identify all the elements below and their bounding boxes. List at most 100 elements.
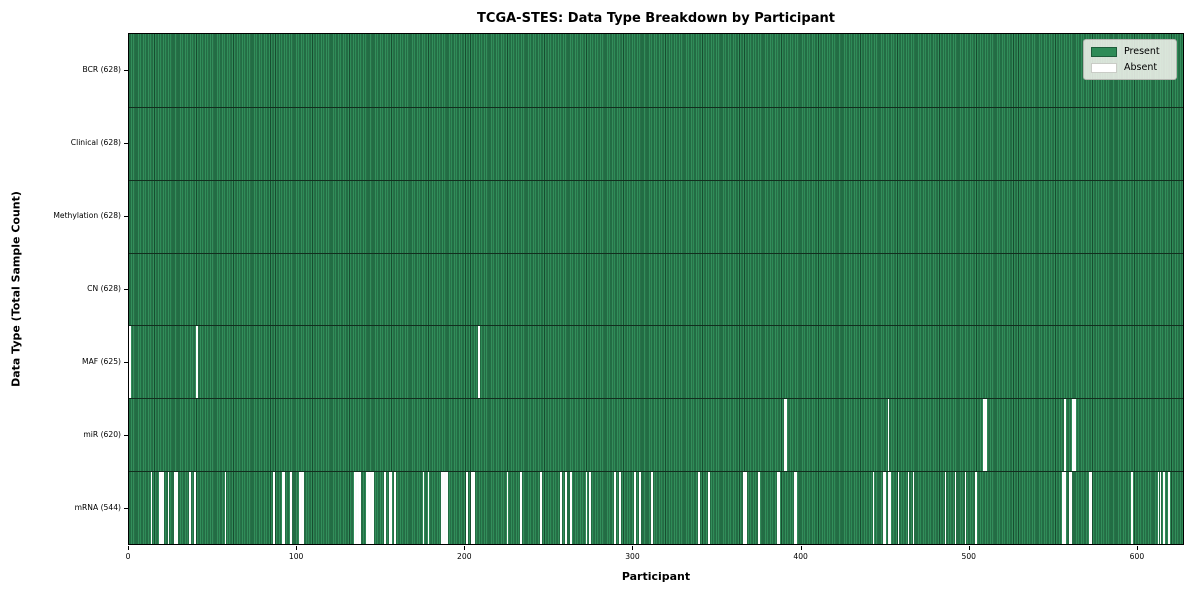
absent-mark	[785, 399, 787, 472]
absent-mark	[793, 472, 796, 544]
absent-mark	[273, 472, 275, 544]
absent-mark	[783, 399, 786, 472]
ytick-mark	[124, 142, 128, 144]
ytick-label-cn: CN (628)	[87, 284, 121, 293]
absent-mark	[778, 472, 781, 544]
xtick-label-0: 0	[125, 552, 131, 561]
absent-mark	[884, 472, 886, 544]
absent-mark	[1162, 472, 1165, 544]
absent-mark	[159, 472, 161, 544]
absent-mark	[444, 472, 447, 544]
legend-label-present: Present	[1124, 46, 1160, 57]
absent-mark	[473, 472, 475, 544]
absent-mark	[585, 472, 588, 544]
absent-mark	[365, 472, 368, 544]
ytick-mark	[124, 508, 128, 510]
absent-mark	[1090, 472, 1093, 544]
absent-mark	[1063, 399, 1066, 472]
xtick-mark	[296, 546, 298, 550]
absent-mark	[639, 472, 641, 544]
absent-mark	[758, 472, 761, 544]
absent-mark	[370, 472, 373, 544]
xtick-mark	[128, 546, 129, 550]
absent-mark	[506, 472, 509, 544]
absent-mark	[162, 472, 165, 544]
ytick-label-bcr: BCR (628)	[82, 64, 122, 74]
absent-mark	[301, 472, 304, 544]
legend-entry-present: Present	[1091, 46, 1168, 57]
absent-mark	[189, 472, 192, 544]
absent-mark	[471, 472, 474, 544]
absent-mark	[570, 472, 573, 544]
row-mir	[129, 398, 1183, 472]
absent-mark	[357, 472, 359, 544]
absent-mark	[974, 472, 977, 544]
xtick-label-200: 200	[457, 552, 472, 561]
present-swatch-icon	[1091, 46, 1117, 57]
absent-mark	[520, 472, 522, 544]
absent-mark	[427, 472, 430, 544]
ytick-mark	[124, 362, 128, 364]
absent-mark	[983, 399, 985, 472]
plot-area	[128, 33, 1184, 545]
ytick-label-clinical: Clinical (628)	[70, 137, 121, 147]
absent-mark	[446, 472, 448, 544]
xtick-mark	[1136, 546, 1138, 550]
absent-mark	[129, 326, 131, 399]
absent-mark	[196, 326, 198, 399]
legend: Present Absent	[1083, 39, 1177, 80]
absent-mark	[565, 472, 568, 544]
absent-mark	[588, 472, 591, 544]
legend-entry-absent: Absent	[1091, 62, 1168, 73]
absent-mark	[897, 472, 900, 544]
absent-mark	[650, 472, 653, 544]
absent-mark	[358, 472, 361, 544]
absent-mark	[1073, 399, 1076, 472]
ytick-mark	[124, 289, 128, 290]
absent-mark	[390, 472, 393, 544]
xtick-label-100: 100	[288, 552, 304, 561]
absent-mark	[466, 472, 469, 544]
absent-mark	[882, 472, 885, 544]
ytick-label-maf: MAF (625)	[82, 357, 121, 367]
absent-mark	[776, 472, 779, 544]
ytick-label-mir: miR (620)	[83, 430, 121, 440]
absent-mark	[367, 472, 369, 544]
absent-mark	[298, 472, 301, 544]
absent-mark	[912, 472, 915, 544]
absent-mark	[619, 472, 621, 544]
absent-mark	[478, 326, 480, 399]
absent-mark	[634, 472, 636, 544]
absent-mark	[441, 472, 443, 544]
absent-mark	[369, 472, 371, 544]
absent-mark	[283, 472, 286, 544]
xtick-mark	[968, 546, 970, 550]
x-axis-label: Participant	[621, 570, 691, 583]
absent-mark	[743, 472, 745, 544]
absent-mark	[194, 472, 197, 544]
absent-mark	[1068, 472, 1071, 544]
xtick-mark	[800, 546, 802, 550]
xtick-label-600: 600	[1129, 552, 1145, 561]
absent-mark	[964, 472, 967, 544]
row-mrna	[129, 471, 1183, 544]
legend-label-absent: Absent	[1124, 62, 1158, 73]
absent-mark	[1130, 472, 1133, 544]
absent-mark	[1157, 472, 1160, 544]
absent-mark	[984, 399, 987, 472]
absent-mark	[907, 472, 910, 544]
absent-mark	[150, 472, 153, 544]
absent-mark	[372, 472, 375, 544]
absent-mark	[744, 472, 747, 544]
absent-mark	[560, 472, 562, 544]
xtick-mark	[464, 546, 466, 550]
absent-mark	[1070, 472, 1073, 544]
absent-mark	[887, 472, 890, 544]
ytick-label-methylation: Methylation (628)	[53, 210, 121, 220]
absent-mark	[540, 472, 542, 544]
absent-mark	[300, 472, 302, 544]
xtick-label-500: 500	[961, 552, 977, 561]
absent-mark	[422, 472, 425, 544]
row-cn	[129, 252, 1183, 326]
